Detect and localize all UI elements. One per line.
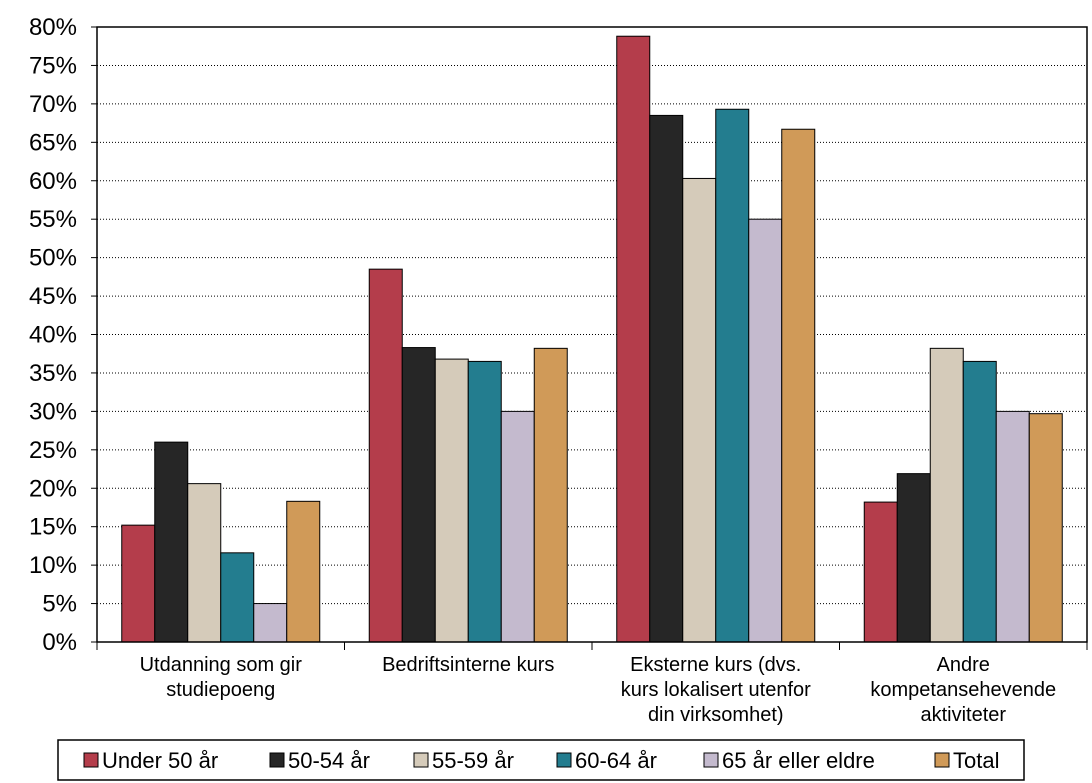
bar (649, 114, 684, 643)
legend-swatch (556, 752, 572, 768)
legend-swatch (934, 752, 950, 768)
bar (896, 473, 931, 643)
legend-box (57, 739, 1025, 781)
bar (368, 268, 403, 643)
legend-label: 60-64 år (575, 748, 657, 773)
x-category-label: kurs lokalisert utenfor (621, 679, 811, 701)
x-category-label: Eksterne kurs (dvs. (630, 654, 801, 676)
y-tick-label: 75% (29, 52, 77, 79)
x-category-label: studiepoeng (166, 679, 275, 701)
gridlines (97, 26, 1087, 605)
y-axis-tick-labels: 0% 5% 10% 15% 20% 25% 30% 35% 40% 45% 50% 55% 60% 65%… (29, 14, 77, 656)
y-tick-label: 0% (42, 629, 77, 656)
y-tick-label: 70% (29, 91, 77, 118)
bar (962, 360, 997, 643)
x-category-label: aktiviteter (920, 704, 1006, 726)
x-category-label: Bedriftsinterne kurs (382, 654, 554, 676)
y-tick-label: 80% (29, 14, 77, 41)
legend-swatch (269, 752, 285, 768)
legend: Under 50 år 50-54 år 55-59 år 60-64 år 65 år… (57, 739, 1025, 781)
legend-label: 55-59 år (432, 748, 514, 773)
bar (781, 128, 816, 643)
bar (929, 347, 964, 643)
y-tick-label: 40% (29, 322, 77, 349)
x-category-label: Utdanning som gir (140, 654, 303, 676)
x-category-label: kompetansehevende (870, 679, 1056, 701)
bar (682, 177, 717, 643)
bar (121, 524, 156, 643)
y-tick-label: 30% (29, 398, 77, 425)
legend-label: 65 år eller eldre (722, 748, 875, 773)
legend-label: Total (953, 748, 999, 773)
bar (500, 410, 535, 643)
y-tick-label: 60% (29, 168, 77, 195)
bar (616, 35, 651, 643)
bars (121, 35, 1063, 643)
y-tick-label: 35% (29, 360, 77, 387)
y-tick-label: 15% (29, 514, 77, 541)
legend-label: Under 50 år (102, 748, 218, 773)
bar (187, 483, 222, 643)
y-tick-label: 55% (29, 206, 77, 233)
bar (748, 218, 783, 643)
y-tick-label: 50% (29, 245, 77, 272)
bar (995, 410, 1030, 643)
bar (1028, 413, 1063, 643)
y-tick-label: 20% (29, 475, 77, 502)
bar (154, 441, 189, 643)
axes (91, 26, 1088, 650)
y-tick-label: 45% (29, 283, 77, 310)
y-tick-label: 10% (29, 552, 77, 579)
x-axis-category-labels: Utdanning som gir studiepoeng Bedriftsinte… (140, 654, 1057, 726)
x-category-label: Andre (937, 654, 990, 676)
legend-swatch (413, 752, 429, 768)
y-tick-label: 65% (29, 129, 77, 156)
legend-swatch (83, 752, 99, 768)
x-category-label: din virksomhet) (648, 704, 784, 726)
bar (467, 360, 502, 643)
bar (533, 347, 568, 643)
bar (863, 501, 898, 643)
y-tick-label: 5% (42, 591, 77, 618)
bar (286, 500, 321, 643)
bar (253, 603, 288, 643)
bar (220, 552, 255, 643)
legend-swatch (703, 752, 719, 768)
bar (715, 108, 750, 643)
y-tick-label: 25% (29, 437, 77, 464)
bar (434, 358, 469, 643)
bar (401, 347, 436, 643)
legend-label: 50-54 år (288, 748, 370, 773)
